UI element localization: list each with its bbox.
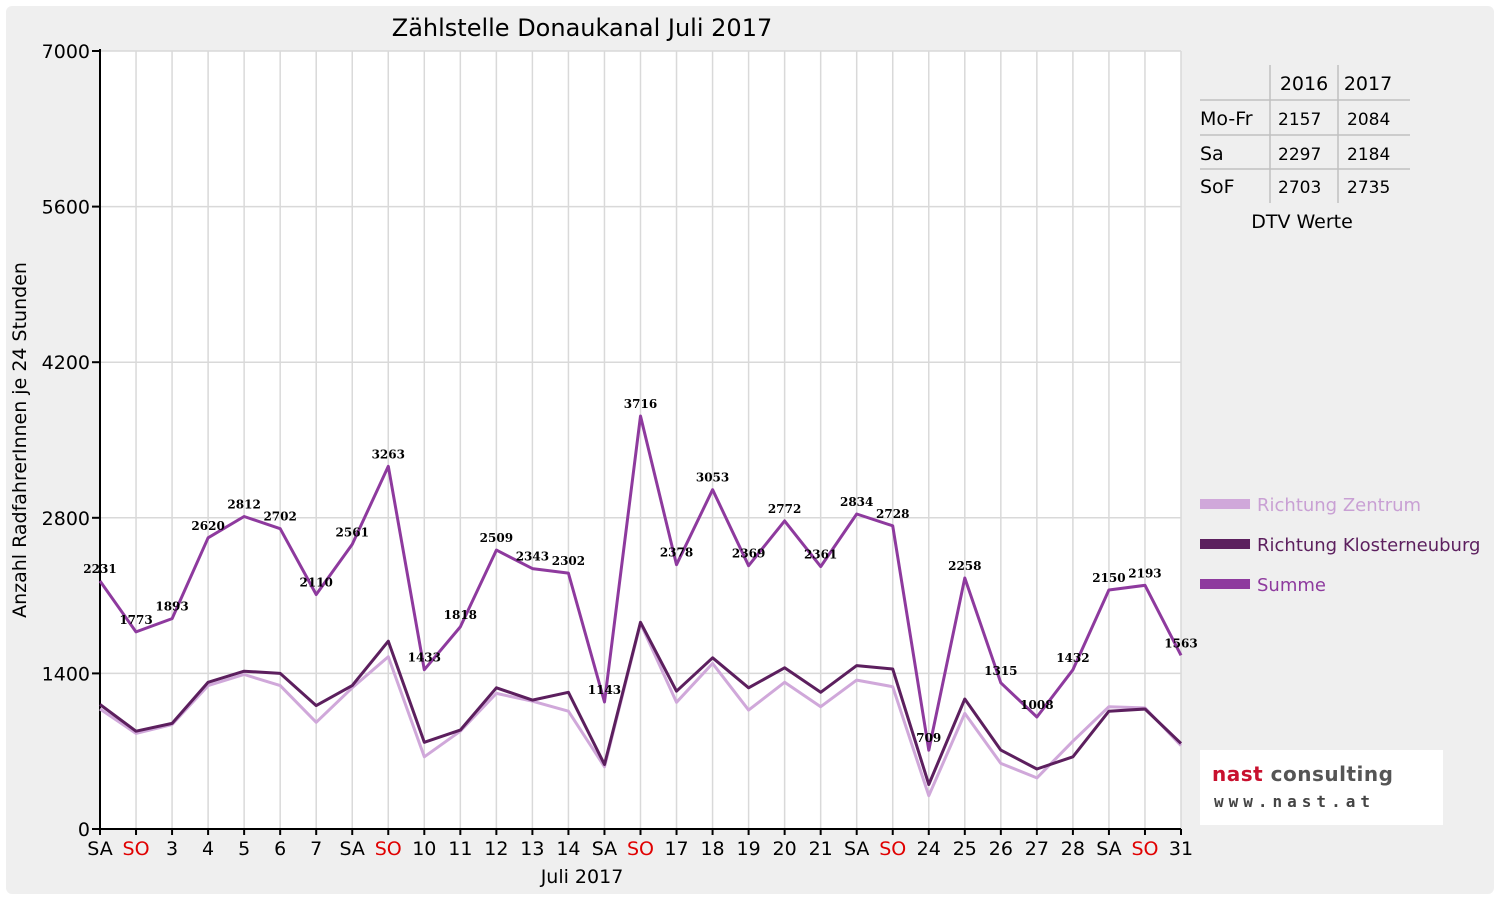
data-label: 1773 xyxy=(119,613,152,627)
x-axis-label: Juli 2017 xyxy=(540,866,624,888)
data-label: 2378 xyxy=(660,546,693,560)
series-line xyxy=(99,620,1183,786)
y-tick-label: 0 xyxy=(78,819,90,841)
dtv-cell: 2297 xyxy=(1278,145,1321,165)
data-label: 2812 xyxy=(227,497,260,511)
y-tick-label: 4200 xyxy=(42,352,90,374)
y-tick-label: 5600 xyxy=(42,197,90,219)
data-label: 2361 xyxy=(804,548,837,562)
x-tick-label: SA xyxy=(1096,838,1121,860)
x-tick-label: 20 xyxy=(773,838,797,860)
data-label: 1008 xyxy=(1020,698,1053,712)
x-tick-label: SO xyxy=(1131,838,1158,860)
dtv-cell: 2157 xyxy=(1278,110,1321,130)
x-tick-label: SO xyxy=(375,838,402,860)
dtv-cell: 2703 xyxy=(1278,178,1321,198)
dtv-cell: 2184 xyxy=(1347,145,1390,165)
chart-title: Zählstelle Donaukanal Juli 2017 xyxy=(392,14,772,42)
dtv-cell: 2735 xyxy=(1347,178,1390,198)
data-label: 2561 xyxy=(336,525,369,539)
x-tick-label: 3 xyxy=(166,838,178,860)
x-tick-label: SO xyxy=(627,838,654,860)
legend: Richtung Zentrum Richtung Klosterneuburg S… xyxy=(1200,495,1480,596)
x-tick-label: 5 xyxy=(238,838,250,860)
data-label: 2509 xyxy=(480,531,513,545)
dtv-table: 2016 2017 Mo-Fr 2157 2084 Sa 2297 2184 S… xyxy=(1200,65,1410,233)
x-tick-label: SO xyxy=(123,838,150,860)
dtv-header-2017: 2017 xyxy=(1344,73,1392,95)
logo-wordmark: nast consulting xyxy=(1212,762,1393,786)
y-axis-label: Anzahl RadfahrerInnen je 24 Stunden xyxy=(9,262,31,618)
x-tick-label: SA xyxy=(844,838,869,860)
data-label: 2702 xyxy=(263,510,296,524)
y-tick-label: 2800 xyxy=(42,508,90,530)
x-tick-label: 13 xyxy=(520,838,544,860)
y-tick-label: 1400 xyxy=(42,663,90,685)
logo-url: www.nast.at xyxy=(1214,792,1375,811)
x-tick-label: 11 xyxy=(448,838,472,860)
data-label: 1563 xyxy=(1164,636,1197,650)
y-tick-label: 7000 xyxy=(42,41,90,63)
legend-label: Richtung Klosterneuburg xyxy=(1257,535,1480,556)
series-line xyxy=(98,414,1183,752)
legend-swatch xyxy=(1200,499,1250,509)
x-tick-label: 28 xyxy=(1061,838,1085,860)
logo-brand: nast xyxy=(1212,762,1264,786)
legend-label: Summe xyxy=(1257,575,1326,596)
legend-swatch xyxy=(1200,539,1250,549)
data-label: 3053 xyxy=(696,471,729,485)
x-tick-label: 31 xyxy=(1169,838,1193,860)
dtv-row-label: SoF xyxy=(1200,176,1235,198)
data-label: 2369 xyxy=(732,547,765,561)
data-label: 2258 xyxy=(948,559,981,573)
data-label: 1893 xyxy=(155,600,188,614)
x-tick-label: 12 xyxy=(484,838,508,860)
data-label: 1143 xyxy=(588,683,621,697)
legend-swatch xyxy=(1200,579,1250,589)
data-label: 2620 xyxy=(191,519,224,533)
x-tick-label: 18 xyxy=(700,838,724,860)
data-label: 1315 xyxy=(984,664,1017,678)
data-label: 2728 xyxy=(876,507,909,521)
x-tick-label: 10 xyxy=(412,838,436,860)
dtv-cell: 2084 xyxy=(1347,110,1390,130)
x-tick-label: 17 xyxy=(664,838,688,860)
x-tick-label: SA xyxy=(592,838,617,860)
data-label: 2343 xyxy=(516,550,549,564)
x-tick-label: 25 xyxy=(953,838,977,860)
data-label: 2231 xyxy=(83,562,116,576)
x-tick-label: 26 xyxy=(989,838,1013,860)
data-label: 2110 xyxy=(299,575,332,589)
x-tick-label: 4 xyxy=(202,838,214,860)
x-tick-label: 6 xyxy=(274,838,286,860)
x-tick-label: 7 xyxy=(310,838,322,860)
x-tick-label: 21 xyxy=(809,838,833,860)
company-logo: nast consulting www.nast.at xyxy=(1200,750,1443,825)
data-label: 3716 xyxy=(624,397,657,411)
logo-brand-rest: consulting xyxy=(1263,762,1394,786)
data-label: 2150 xyxy=(1092,571,1125,585)
data-label: 1433 xyxy=(408,651,441,665)
x-tick-label: 27 xyxy=(1025,838,1049,860)
x-tick-label: 14 xyxy=(556,838,580,860)
x-tick-label: SA xyxy=(340,838,365,860)
data-label: 2302 xyxy=(552,554,585,568)
dtv-caption: DTV Werte xyxy=(1251,211,1353,233)
legend-label: Richtung Zentrum xyxy=(1257,495,1421,516)
data-label: 3263 xyxy=(372,447,405,461)
data-label: 709 xyxy=(916,731,941,745)
x-tick-label: 19 xyxy=(737,838,761,860)
data-label: 1432 xyxy=(1056,651,1089,665)
data-label: 2772 xyxy=(768,502,801,516)
dtv-row-label: Mo-Fr xyxy=(1200,108,1253,130)
data-label: 2193 xyxy=(1128,566,1161,580)
dtv-row-label: Sa xyxy=(1200,143,1224,165)
dtv-header-2016: 2016 xyxy=(1280,73,1328,95)
x-tick-label: SA xyxy=(87,838,112,860)
x-tick-label: SO xyxy=(879,838,906,860)
x-tick-label: 24 xyxy=(917,838,941,860)
data-label: 2834 xyxy=(840,495,873,509)
data-label: 1818 xyxy=(444,608,477,622)
